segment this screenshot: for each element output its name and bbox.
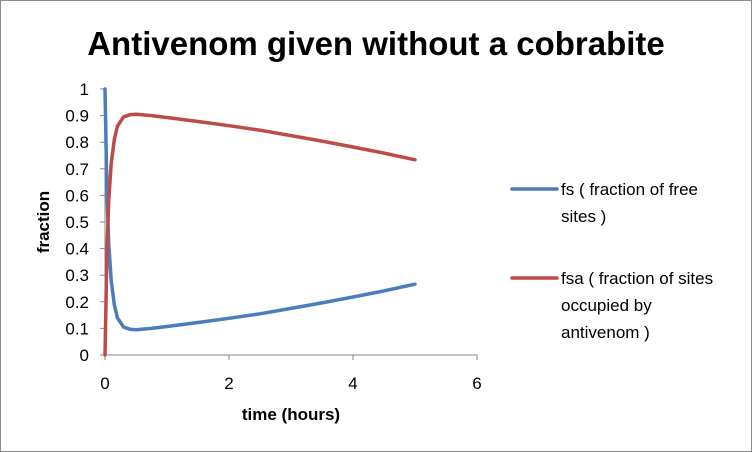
y-axis-label: fraction bbox=[34, 191, 53, 253]
y-tick-label: 1 bbox=[80, 80, 89, 99]
y-tick-label: 0.3 bbox=[65, 266, 89, 285]
legend-entry-text: occupied by bbox=[561, 296, 652, 315]
chart-title: Antivenom given without a cobrabite bbox=[87, 25, 665, 62]
x-tick-label: 2 bbox=[224, 374, 233, 393]
legend-entry-text: fsa ( fraction of sites bbox=[561, 269, 713, 288]
x-axis-label: time (hours) bbox=[242, 405, 340, 424]
plot-area: 0 0.1 0.2 0.3 0.4 0.5 0.6 0.7 0.8 0.9 1 0 2 4 6 bbox=[65, 80, 481, 393]
x-tick-label: 6 bbox=[472, 374, 481, 393]
x-tick-label: 0 bbox=[100, 374, 109, 393]
legend-entry-text: sites ) bbox=[561, 207, 606, 226]
legend-entry-text: fs ( fraction of free bbox=[561, 180, 698, 199]
x-tick-label: 4 bbox=[348, 374, 357, 393]
y-tick-label: 0.2 bbox=[65, 293, 89, 312]
series-line-fsa bbox=[103, 112, 417, 357]
y-tick-label: 0.9 bbox=[65, 107, 89, 126]
y-tick-label: 0 bbox=[80, 346, 89, 365]
legend: fs ( fraction of free sites ) fsa ( fracti… bbox=[510, 180, 713, 342]
y-tick-label: 0.1 bbox=[65, 319, 89, 338]
y-tick-label: 0.4 bbox=[65, 240, 89, 259]
series-line-fs bbox=[103, 87, 417, 332]
y-tick-label: 0.7 bbox=[65, 160, 89, 179]
y-tick-label: 0.6 bbox=[65, 186, 89, 205]
legend-entry-text: antivenom ) bbox=[561, 323, 650, 342]
y-tick-label: 0.5 bbox=[65, 213, 89, 232]
y-tick-label: 0.8 bbox=[65, 133, 89, 152]
